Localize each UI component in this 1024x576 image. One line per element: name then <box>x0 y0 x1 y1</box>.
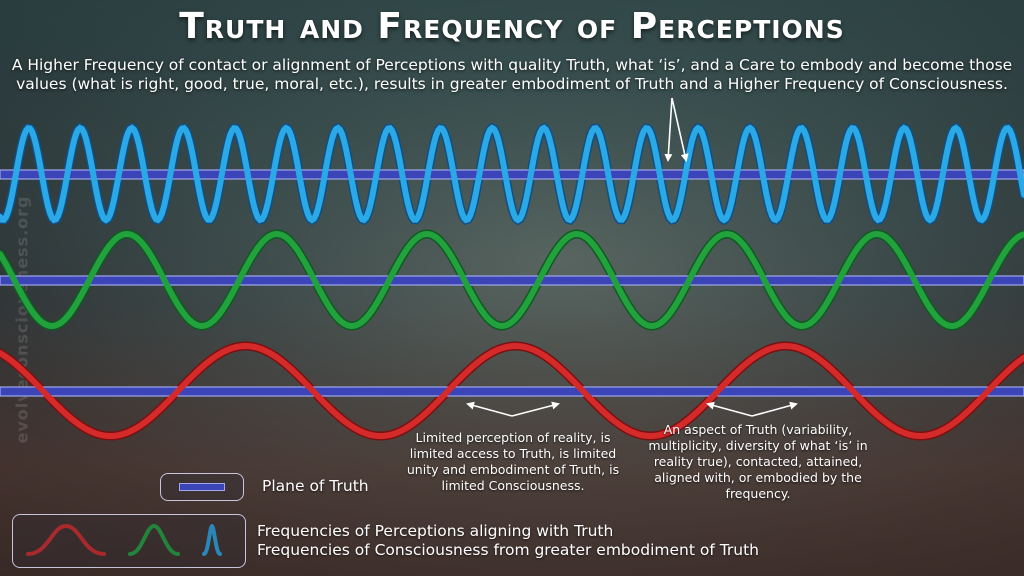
aspect-arrow-left <box>706 401 753 417</box>
legend-plane-label: Plane of Truth <box>262 477 369 495</box>
legend-waves-label: Frequencies of Perceptions aligning with… <box>257 522 759 560</box>
limited-arrow-left <box>466 401 513 417</box>
aspect-of-truth-arrows <box>706 401 798 417</box>
limited-arrow-right <box>511 401 560 417</box>
high-frequency-wave-group <box>0 122 1024 226</box>
page-subtitle: A Higher Frequency of contact or alignme… <box>11 56 1013 93</box>
pointer-arrow-right <box>671 97 689 162</box>
high-frequency-wave <box>0 124 1024 224</box>
aspect-arrow-right <box>751 401 798 417</box>
subtitle-pointer-arrows <box>664 97 689 162</box>
low-frequency-wave-group <box>0 341 1024 441</box>
aspect-of-truth-note: An aspect of Truth (variability, multipl… <box>648 422 868 501</box>
legend-blue-wave-icon <box>202 523 222 556</box>
page-title: Truth and Frequency of Perceptions <box>179 6 845 47</box>
legend-red-wave-icon <box>26 523 106 556</box>
pointer-arrow-left <box>664 97 673 162</box>
limited-perception-note: Limited perception of reality, is limite… <box>406 430 620 493</box>
legend-waves-swatch-box <box>12 514 246 568</box>
legend-green-wave-icon <box>128 523 180 556</box>
mid-frequency-wave-group <box>0 229 1024 331</box>
limited-perception-arrows <box>466 401 560 417</box>
legend-wave-icons <box>26 523 222 556</box>
legend-plane-swatch-box <box>160 473 244 501</box>
legend-waves-line-2: Frequencies of Consciousness from greate… <box>257 541 760 559</box>
plane-of-truth-top <box>0 169 1024 180</box>
plane-of-truth-bottom <box>0 386 1024 397</box>
low-frequency-wave <box>0 342 1024 440</box>
legend-waves-line-1: Frequencies of Perceptions aligning with… <box>257 522 614 540</box>
legend-plane-swatch <box>179 483 225 491</box>
mid-frequency-wave <box>0 231 1024 330</box>
plane-of-truth-middle <box>0 275 1024 286</box>
